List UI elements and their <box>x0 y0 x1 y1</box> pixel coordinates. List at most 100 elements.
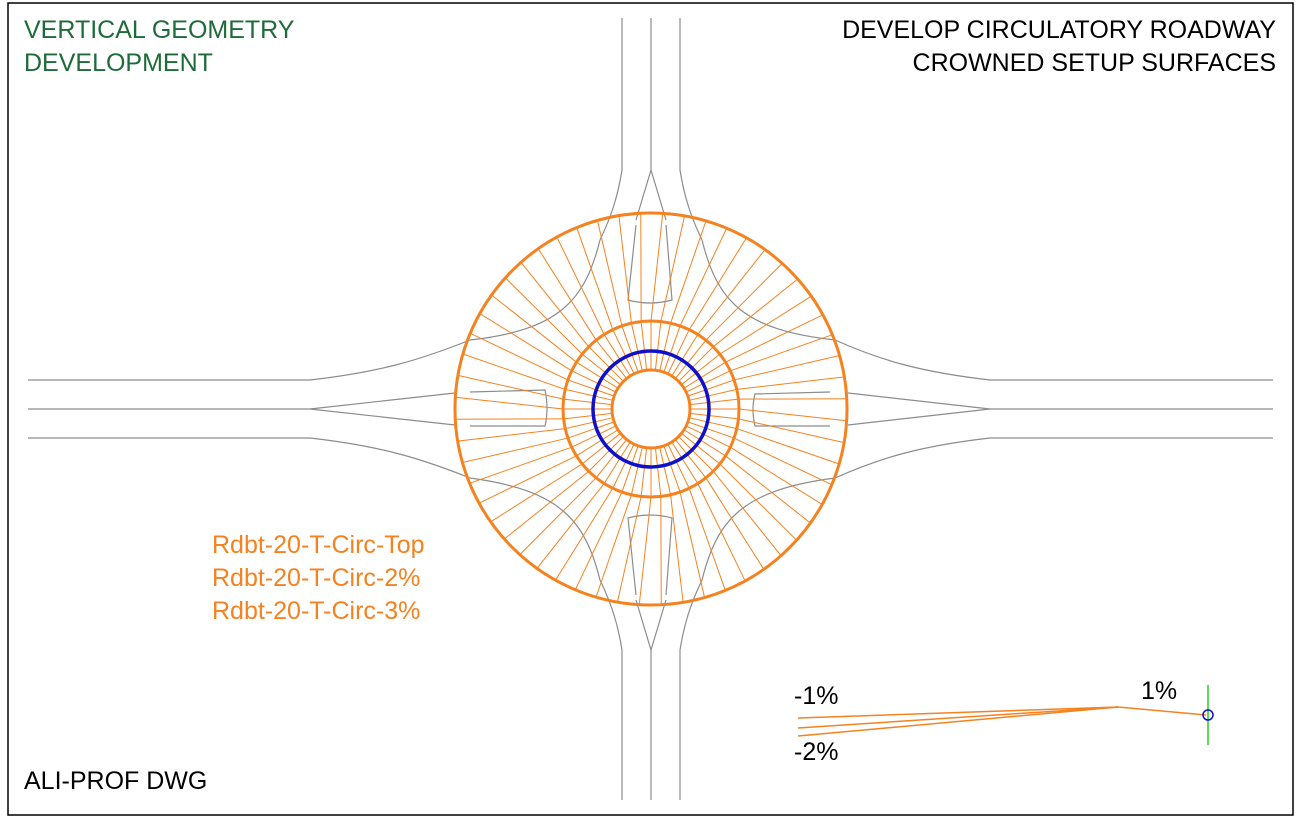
radial-inner-line <box>689 412 739 420</box>
radial-inner-line <box>687 379 735 397</box>
title-left-line2: DEVELOPMENT <box>24 49 213 77</box>
road-approaches <box>28 18 1273 800</box>
north-approach-centerline <box>635 18 652 221</box>
radial-outer-line <box>697 249 766 335</box>
radial-outer-line <box>730 446 823 505</box>
radial-inner-line <box>603 441 631 484</box>
radial-outer-line <box>736 376 845 390</box>
radial-inner-line <box>681 432 721 465</box>
radial-inner-line <box>654 447 662 497</box>
radial-outer-line <box>596 220 623 327</box>
radial-outer-line <box>616 496 642 603</box>
radial-outer-line <box>537 248 597 341</box>
south-approach-centerline-b <box>650 599 667 651</box>
west-approach-edge-bottom <box>28 437 471 479</box>
radial-inner-line <box>563 398 613 406</box>
title-left-line1: VERTICAL GEOMETRY <box>24 16 295 44</box>
east-approach-centerline-b <box>847 408 991 426</box>
radial-outer-line <box>462 437 569 464</box>
truck-apron-circle <box>591 349 711 469</box>
slope-line-neg2 <box>797 706 1119 729</box>
radial-inner-line <box>630 323 643 372</box>
radial-inner-line <box>576 429 619 457</box>
radial-inner-line <box>683 361 726 389</box>
radial-outer-line <box>679 491 706 598</box>
radial-inner-line <box>588 346 624 382</box>
radial-outer-line <box>491 294 577 363</box>
ne-curb-return <box>701 239 836 341</box>
radial-inner-line <box>654 321 662 371</box>
radial-inner-line <box>685 425 731 448</box>
surface-label-2pct: Rdbt-20-T-Circ-2% <box>212 564 421 592</box>
radial-outer-line <box>505 277 583 355</box>
radial-inner-line <box>663 445 681 493</box>
radial-outer-line <box>490 463 583 523</box>
radial-inner-line <box>687 421 735 439</box>
north-approach-edge-left <box>599 18 623 241</box>
radial-outer-line <box>688 237 747 330</box>
south-approach-edge-left <box>599 579 623 800</box>
north-approach-centerline-b <box>650 169 667 221</box>
radial-outer-line <box>469 332 569 381</box>
radial-inner-line <box>571 370 617 393</box>
radial-inner-line <box>612 443 635 489</box>
central-island-circle <box>610 368 692 450</box>
mid-circ-crown <box>561 319 741 499</box>
radial-inner-line <box>671 334 699 377</box>
east-approach-edge-bottom <box>834 437 1273 479</box>
radial-outer-line <box>638 496 652 605</box>
radial-inner-line <box>689 398 739 406</box>
radial-outer-line <box>536 483 605 569</box>
radial-outer-line <box>462 353 566 390</box>
radial-outer-line <box>705 263 783 341</box>
radial-outer-line <box>660 215 686 322</box>
radial-inner-line <box>565 417 614 430</box>
radial-inner-line <box>667 443 690 489</box>
south-approach-edge-right <box>679 579 703 800</box>
slope-label-neg2: -2% <box>794 738 839 766</box>
radial-outer-line <box>736 428 840 465</box>
radial-inner-line <box>595 439 628 479</box>
title-right-line1: DEVELOP CIRCULATORY ROADWAY <box>842 16 1276 44</box>
south-splitter-island <box>627 514 673 596</box>
radial-outer-line <box>457 374 564 400</box>
se-curb-return <box>701 477 836 581</box>
radial-inner-line <box>688 388 737 401</box>
footer-label: ALI-PROF DWG <box>24 767 208 795</box>
radial-inner-line <box>576 361 619 389</box>
north-splitter-island <box>627 224 673 304</box>
radial-outer-line <box>705 477 765 570</box>
radial-outer-line <box>670 494 684 603</box>
radial-outer-line <box>719 463 797 541</box>
slope-label-pos1: 1% <box>1141 677 1178 705</box>
radial-inner-line <box>581 353 621 386</box>
radial-outer-line <box>455 396 564 410</box>
slope-line-pos1 <box>1117 706 1207 716</box>
drawing-border <box>7 2 1294 816</box>
radial-outer-line <box>504 470 590 540</box>
east-approach-centerline <box>847 392 1273 410</box>
radial-inner-line <box>581 432 621 465</box>
radial-outer-line <box>650 213 664 322</box>
radial-inner-line <box>588 436 624 472</box>
radial-outer-line <box>725 455 811 524</box>
radial-inner-line <box>678 436 714 472</box>
radial-sample-lines <box>455 213 847 605</box>
radial-inner-line <box>681 353 721 386</box>
west-approach-centerline-b <box>309 408 456 426</box>
radial-inner-line <box>688 417 737 430</box>
radial-outer-line <box>712 470 782 556</box>
radial-inner-line <box>671 441 699 484</box>
radial-inner-line <box>667 329 690 375</box>
radial-outer-line <box>688 488 726 591</box>
west-approach-centerline <box>28 392 456 410</box>
radial-outer-line <box>679 227 728 327</box>
radial-outer-line <box>519 477 597 555</box>
radial-outer-line <box>712 278 798 348</box>
radial-inner-line <box>565 388 614 401</box>
east-splitter-island <box>752 391 831 427</box>
radial-inner-line <box>567 421 615 439</box>
radial-inner-line <box>612 329 635 375</box>
slope-line-neg3 <box>797 706 1119 737</box>
radial-inner-line <box>663 325 681 373</box>
